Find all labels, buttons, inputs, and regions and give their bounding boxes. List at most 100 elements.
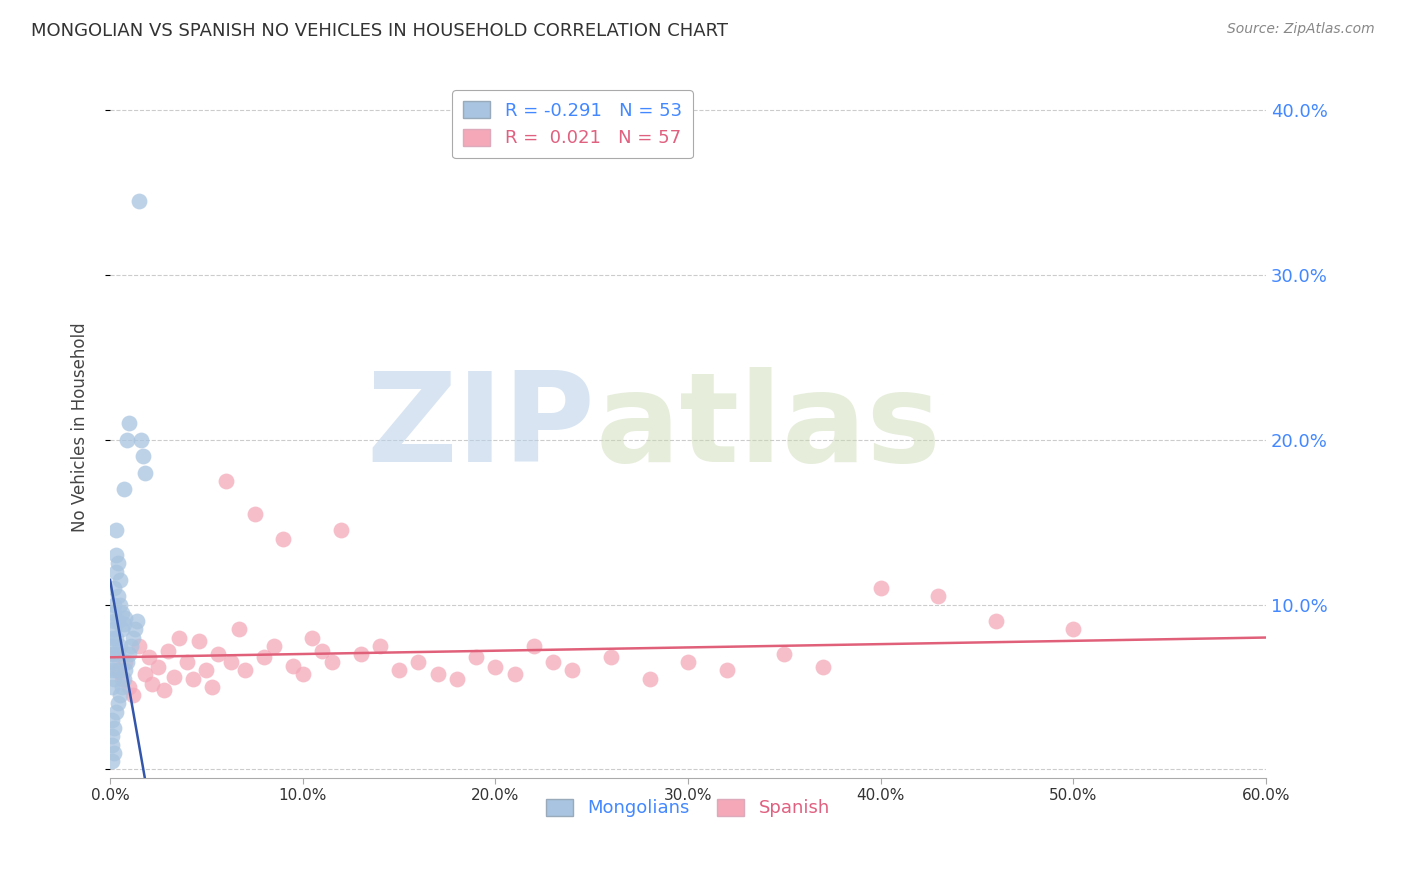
Point — [273, 532, 295, 546]
Point — [101, 754, 124, 768]
Point — [301, 631, 323, 645]
Point — [111, 680, 134, 694]
Point — [927, 590, 949, 604]
Point — [107, 664, 129, 678]
Point — [103, 622, 125, 636]
Point — [112, 617, 135, 632]
Point — [716, 664, 738, 678]
Point — [108, 573, 131, 587]
Point — [103, 606, 125, 620]
Point — [138, 650, 160, 665]
Point — [128, 194, 150, 208]
Point — [103, 598, 125, 612]
Point — [561, 664, 583, 678]
Point — [156, 644, 179, 658]
Point — [541, 655, 564, 669]
Point — [117, 433, 139, 447]
Point — [153, 683, 176, 698]
Point — [132, 450, 155, 464]
Point — [118, 417, 141, 431]
Point — [101, 639, 124, 653]
Point — [207, 647, 229, 661]
Point — [446, 672, 468, 686]
Point — [233, 664, 256, 678]
Point — [148, 660, 170, 674]
Point — [111, 672, 134, 686]
Point — [104, 548, 127, 562]
Point — [101, 738, 124, 752]
Point — [120, 639, 142, 653]
Point — [103, 581, 125, 595]
Point — [103, 746, 125, 760]
Point — [101, 730, 124, 744]
Point — [117, 655, 139, 669]
Point — [118, 647, 141, 661]
Point — [104, 664, 127, 678]
Point — [118, 680, 141, 694]
Point — [101, 631, 124, 645]
Point — [124, 622, 146, 636]
Point — [107, 697, 129, 711]
Point — [291, 666, 314, 681]
Point — [122, 688, 145, 702]
Point — [104, 565, 127, 579]
Point — [108, 688, 131, 702]
Point — [228, 622, 250, 636]
Point — [263, 639, 285, 653]
Point — [112, 483, 135, 497]
Point — [638, 672, 661, 686]
Point — [129, 433, 152, 447]
Point — [773, 647, 796, 661]
Point — [321, 655, 343, 669]
Point — [388, 664, 411, 678]
Legend: Mongolians, Spanish: Mongolians, Spanish — [538, 791, 837, 824]
Point — [104, 524, 127, 538]
Point — [114, 655, 136, 669]
Point — [986, 614, 1008, 628]
Point — [201, 680, 224, 694]
Point — [122, 631, 145, 645]
Point — [141, 676, 163, 690]
Point — [187, 633, 209, 648]
Point — [330, 524, 353, 538]
Point — [176, 655, 198, 669]
Point — [134, 466, 156, 480]
Point — [104, 705, 127, 719]
Point — [465, 650, 488, 665]
Point — [101, 664, 124, 678]
Text: MONGOLIAN VS SPANISH NO VEHICLES IN HOUSEHOLD CORRELATION CHART: MONGOLIAN VS SPANISH NO VEHICLES IN HOUS… — [31, 22, 728, 40]
Point — [181, 672, 204, 686]
Point — [484, 660, 506, 674]
Y-axis label: No Vehicles in Household: No Vehicles in Household — [72, 323, 89, 533]
Point — [134, 666, 156, 681]
Point — [112, 672, 135, 686]
Point — [221, 655, 243, 669]
Point — [107, 557, 129, 571]
Point — [169, 631, 191, 645]
Point — [408, 655, 430, 669]
Point — [103, 614, 125, 628]
Text: atlas: atlas — [596, 367, 941, 488]
Point — [128, 639, 150, 653]
Point — [111, 606, 134, 620]
Point — [1062, 622, 1084, 636]
Text: Source: ZipAtlas.com: Source: ZipAtlas.com — [1227, 22, 1375, 37]
Point — [523, 639, 546, 653]
Text: ZIP: ZIP — [367, 367, 596, 488]
Point — [426, 666, 449, 681]
Point — [107, 614, 129, 628]
Point — [101, 655, 124, 669]
Point — [111, 622, 134, 636]
Point — [215, 474, 238, 488]
Point — [101, 680, 124, 694]
Point — [103, 647, 125, 661]
Point — [195, 664, 218, 678]
Point — [368, 639, 391, 653]
Point — [107, 590, 129, 604]
Point — [311, 644, 333, 658]
Point — [253, 650, 276, 665]
Point — [101, 713, 124, 727]
Point — [104, 631, 127, 645]
Point — [243, 507, 266, 521]
Point — [108, 639, 131, 653]
